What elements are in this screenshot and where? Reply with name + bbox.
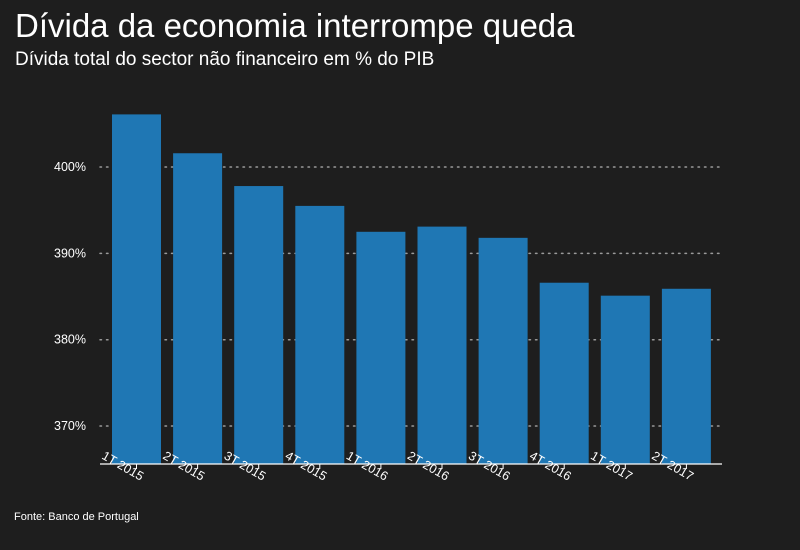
- bar: [234, 186, 284, 464]
- bar: [478, 237, 528, 464]
- bar: [661, 288, 711, 464]
- bar: [295, 205, 345, 464]
- y-axis-ticks: 370% 380% 390% 400%: [54, 160, 86, 433]
- chart-subtitle: Dívida total do sector não financeiro em…: [15, 49, 435, 70]
- source-note: Fonte: Banco de Portugal: [14, 511, 139, 523]
- y-tick-label: 370%: [54, 419, 86, 433]
- bar: [173, 153, 223, 464]
- bar: [356, 231, 406, 464]
- bar: [600, 295, 650, 464]
- bars: [112, 114, 711, 464]
- bar: [539, 282, 589, 464]
- bar: [417, 226, 467, 464]
- y-tick-label: 380%: [54, 333, 86, 347]
- bar: [112, 114, 161, 464]
- chart-title: Dívida da economia interrompe queda: [15, 7, 575, 44]
- y-tick-label: 400%: [54, 160, 86, 174]
- y-tick-label: 390%: [54, 246, 86, 260]
